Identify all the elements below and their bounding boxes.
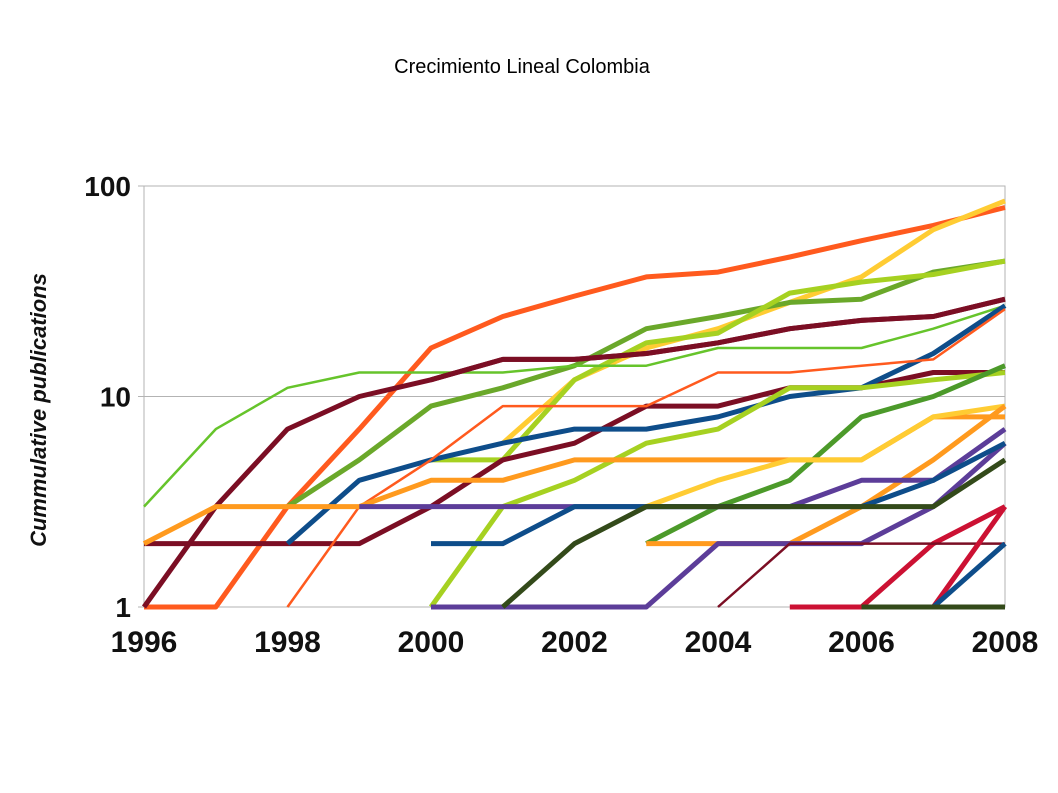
series-line-4 <box>431 258 1006 463</box>
series-layer <box>141 198 1008 610</box>
y-axis-label: Cummulative publications <box>26 273 51 547</box>
series-line-20 <box>789 504 1007 610</box>
y-tick-label: 1 <box>115 592 131 623</box>
x-tick-label: 2000 <box>398 626 465 659</box>
series-line-14 <box>645 403 1006 509</box>
x-tick-label: 2008 <box>972 626 1039 659</box>
x-tick-label: 2002 <box>541 626 608 659</box>
y-axis-ticks: 1 10 100 <box>84 171 131 623</box>
series-line-12 <box>645 363 1006 546</box>
series-line-15 <box>646 404 1007 547</box>
series-line-17 <box>431 441 1007 610</box>
y-tick-label: 100 <box>84 171 131 202</box>
x-axis-ticks: 1996 1998 2000 2002 2004 2006 2008 <box>111 626 1039 659</box>
series-line-19 <box>501 457 1007 609</box>
series-line-9 <box>285 303 1007 546</box>
series-line-10 <box>286 308 1006 608</box>
series-line-11 <box>428 370 1006 609</box>
x-tick-label: 2004 <box>685 626 752 659</box>
series-line-5 <box>143 304 1006 508</box>
series-line-7 <box>141 296 1006 609</box>
series-line-3 <box>286 258 1006 509</box>
chart-title: Crecimiento Lineal Colombia <box>394 56 650 78</box>
x-tick-label: 1998 <box>254 626 321 659</box>
y-tick-label: 10 <box>100 382 131 413</box>
series-line-22 <box>931 505 1008 609</box>
series-line-21 <box>717 542 1005 608</box>
x-tick-label: 2006 <box>828 626 895 659</box>
x-tick-label: 1996 <box>111 626 178 659</box>
line-chart: 1996 1998 2000 2002 2004 2006 2008 1 10 100 Cumm… <box>26 171 1039 659</box>
series-line-23 <box>931 541 1007 609</box>
